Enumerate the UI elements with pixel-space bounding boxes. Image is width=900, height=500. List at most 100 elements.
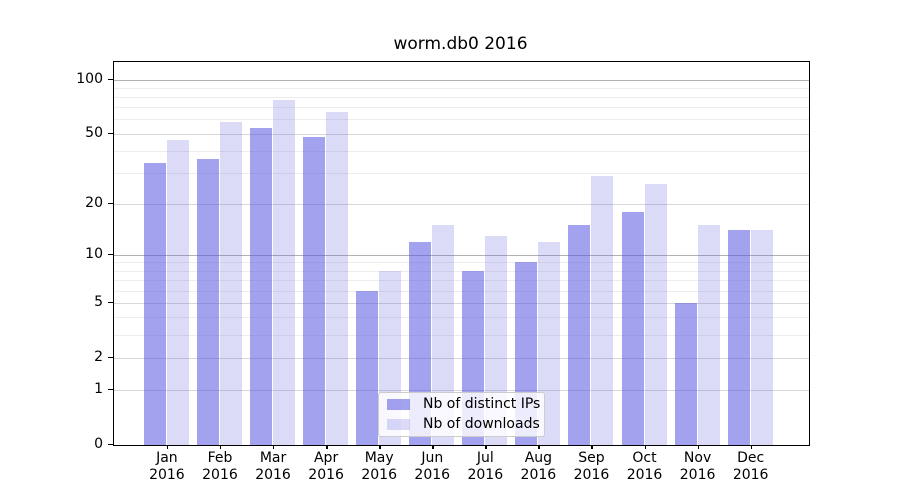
gridline-minor: [114, 107, 809, 109]
x-tick-month: Nov: [683, 450, 712, 466]
x-tick-year: 2016: [149, 467, 185, 483]
bar-distinct-ips: [621, 211, 644, 445]
y-tick-label: 100: [76, 70, 103, 87]
x-tick-month: Feb: [207, 450, 233, 466]
y-tick-mark: [108, 132, 113, 135]
y-tick-mark: [108, 443, 113, 445]
y-tick-mark: [108, 202, 113, 205]
chart-title: worm.db0 2016: [393, 34, 528, 54]
x-tick-label: May 2016: [349, 450, 409, 484]
x-tick-month: Mar: [259, 450, 287, 466]
gridline-minor: [114, 290, 809, 292]
x-tick-mark: [219, 444, 222, 449]
gridline-minor: [114, 262, 809, 264]
y-tick-label: 50: [85, 124, 103, 141]
x-tick-label: Jan 2016: [137, 450, 197, 484]
x-tick-mark: [644, 444, 646, 449]
x-tick-year: 2016: [679, 467, 716, 483]
legend-swatch-downloads: [387, 419, 410, 430]
legend-item-downloads: Nb of downloads: [387, 417, 540, 432]
x-tick-month: Sep: [578, 450, 605, 466]
y-tick-label: 0: [94, 435, 103, 452]
legend-label-distinct-ips: Nb of distinct IPs: [423, 396, 541, 412]
gridline-major: [114, 203, 809, 205]
bar-distinct-ips: [568, 225, 591, 445]
legend: Nb of distinct IPs Nb of downloads: [378, 392, 545, 437]
x-tick-mark: [750, 444, 753, 449]
x-tick-label: Feb 2016: [190, 450, 250, 484]
x-tick-year: 2016: [732, 467, 769, 483]
bar-downloads: [326, 112, 349, 445]
gridline-minor: [114, 334, 809, 336]
x-tick-year: 2016: [255, 467, 291, 483]
bar-downloads: [166, 140, 189, 445]
y-tick-mark: [108, 388, 113, 391]
legend-label-downloads: Nb of downloads: [423, 416, 540, 432]
bar-distinct-ips: [250, 127, 273, 445]
x-tick-month: Aug: [524, 450, 553, 466]
x-tick-mark: [432, 444, 434, 449]
x-tick-month: Dec: [737, 450, 765, 466]
gridline-minor: [114, 97, 809, 99]
gridline-minor: [114, 150, 809, 152]
x-tick-month: Apr: [313, 450, 339, 466]
bar-distinct-ips: [674, 302, 697, 445]
x-tick-mark: [326, 444, 328, 449]
x-tick-month: Oct: [632, 450, 657, 466]
x-tick-year: 2016: [467, 467, 504, 483]
gridline-minor: [114, 270, 809, 272]
y-tick-mark: [108, 78, 113, 80]
x-tick-label: Apr 2016: [296, 450, 356, 484]
x-tick-mark: [591, 444, 593, 449]
x-tick-year: 2016: [520, 467, 557, 483]
bar-distinct-ips: [143, 163, 166, 445]
x-tick-year: 2016: [573, 467, 610, 483]
gridline-minor: [114, 119, 809, 121]
x-tick-mark: [538, 444, 540, 449]
x-tick-mark: [697, 444, 699, 449]
x-tick-mark: [485, 444, 487, 449]
x-tick-label: Mar 2016: [243, 450, 303, 484]
y-tick-label: 20: [85, 194, 103, 211]
x-tick-year: 2016: [626, 467, 663, 483]
gridline-major: [114, 79, 809, 81]
x-tick-label: Oct 2016: [615, 450, 675, 484]
bar-distinct-ips: [356, 290, 379, 445]
bar-downloads: [432, 225, 455, 445]
gridline-major: [114, 254, 809, 256]
x-tick-month: May: [364, 450, 394, 466]
x-tick-year: 2016: [361, 467, 397, 483]
plot-area: [113, 60, 810, 446]
bar-distinct-ips: [727, 230, 750, 445]
bar-downloads: [697, 225, 720, 445]
x-tick-year: 2016: [202, 467, 238, 483]
x-tick-label: Dec 2016: [721, 450, 781, 484]
bar-downloads: [591, 175, 614, 445]
x-tick-year: 2016: [308, 467, 344, 483]
gridline-major: [114, 389, 809, 391]
x-tick-month: Jun: [421, 450, 444, 466]
bar-downloads: [273, 100, 296, 445]
y-tick-label: 1: [94, 380, 103, 397]
x-tick-mark: [273, 444, 275, 449]
y-tick-mark: [108, 301, 113, 304]
gridline-minor: [114, 87, 809, 89]
gridline-major: [114, 302, 809, 304]
x-tick-label: Jul 2016: [455, 450, 515, 484]
x-tick-label: Jun 2016: [402, 450, 462, 484]
x-tick-label: Aug 2016: [508, 450, 568, 484]
bar-downloads: [644, 183, 667, 445]
y-tick-mark: [108, 356, 113, 359]
gridline-minor: [114, 317, 809, 319]
bar-downloads: [219, 122, 242, 445]
x-tick-month: Jul: [476, 450, 494, 466]
legend-swatch-distinct-ips: [387, 399, 410, 410]
gridline-minor: [114, 280, 809, 282]
x-tick-year: 2016: [414, 467, 451, 483]
x-tick-mark: [379, 444, 381, 449]
y-tick-label: 10: [85, 245, 103, 262]
x-tick-month: Jan: [156, 450, 178, 466]
x-tick-label: Nov 2016: [668, 450, 728, 484]
y-tick-label: 2: [94, 348, 103, 365]
